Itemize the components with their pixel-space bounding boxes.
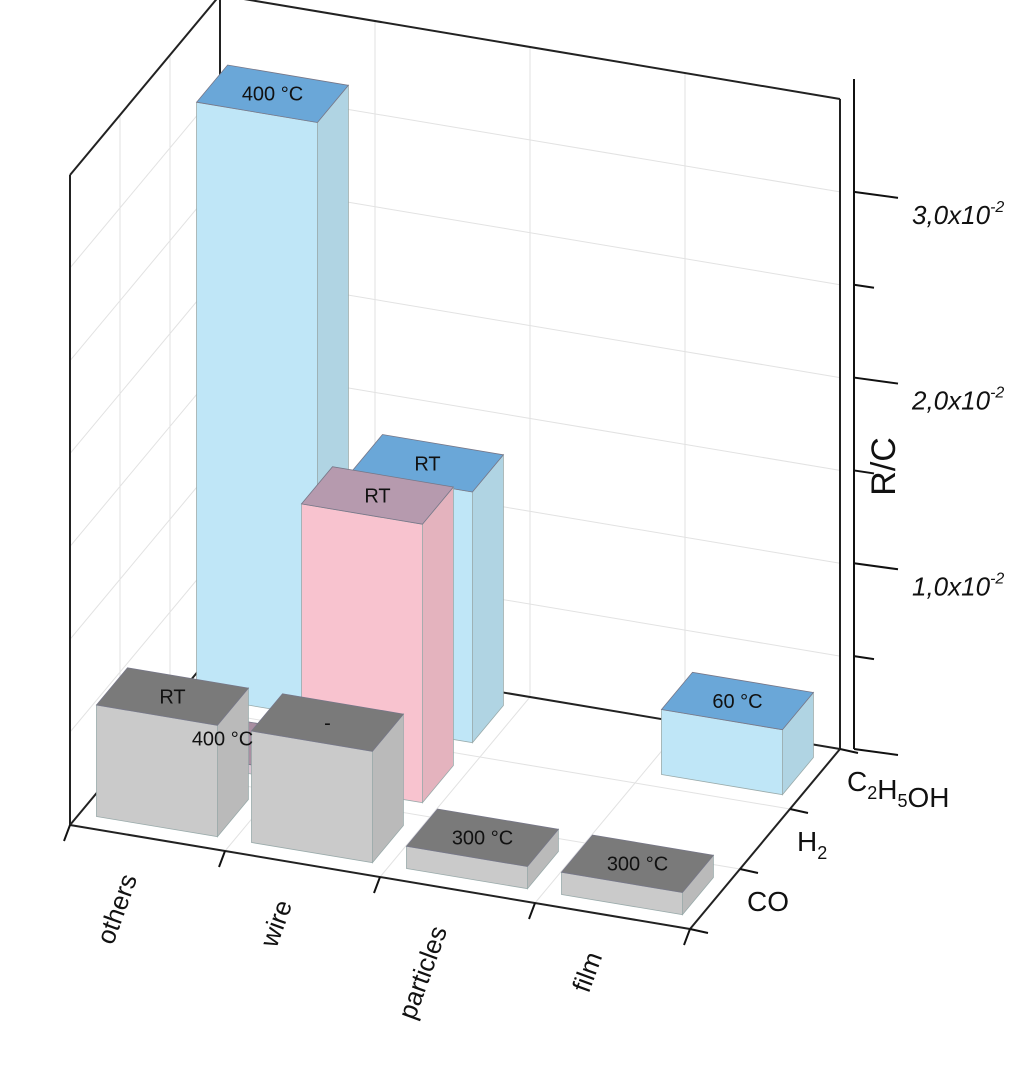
z-tick xyxy=(853,469,875,475)
bar-side-face xyxy=(421,485,454,804)
bar-label: 300 °C xyxy=(607,854,668,876)
label-part: OH xyxy=(908,782,950,813)
bar-particles-CO xyxy=(405,808,560,890)
bar-top-face xyxy=(250,693,405,752)
label-part: H xyxy=(797,826,817,857)
x-tick xyxy=(63,824,71,842)
grid-line xyxy=(69,180,841,362)
bar-side-face xyxy=(471,453,504,744)
bar-label: RT xyxy=(159,687,185,709)
bar-front-face xyxy=(96,704,218,838)
y-axis-line xyxy=(689,748,841,930)
bar-others-CO xyxy=(95,667,250,838)
subscript: 2 xyxy=(817,843,827,863)
z-tick xyxy=(853,376,899,385)
frame-edge xyxy=(69,0,218,176)
bar-label: 400 °C xyxy=(242,84,303,106)
y-tick xyxy=(739,868,759,874)
x-tick-label: wire xyxy=(253,896,298,952)
bar-film-CO xyxy=(560,834,715,916)
bar-wire-CO xyxy=(250,693,405,864)
bar-top-face xyxy=(300,466,455,525)
chart-axes xyxy=(63,79,899,946)
bar-top-face xyxy=(405,808,560,867)
x-tick-label: particles xyxy=(392,922,453,1023)
x-tick xyxy=(218,850,226,868)
bar-label: RT xyxy=(414,453,440,475)
chart-bars xyxy=(95,64,815,916)
bar-top-face xyxy=(560,834,715,893)
z-tick xyxy=(853,190,899,199)
grid-line xyxy=(534,722,686,904)
z-tick xyxy=(853,562,899,571)
z-tick xyxy=(853,283,875,289)
bar-top-face xyxy=(95,667,250,726)
z-tick xyxy=(853,655,875,661)
grid-line xyxy=(69,273,841,454)
bar-label: 300 °C xyxy=(452,828,513,850)
y-tick-label: CO xyxy=(747,886,789,917)
z-tick xyxy=(853,748,899,756)
bar-label: - xyxy=(324,713,331,735)
bar-label: 400 °C xyxy=(192,729,253,751)
label-part: C xyxy=(847,766,867,797)
bar-top-face xyxy=(660,671,815,731)
subscript: 2 xyxy=(867,783,877,803)
z-tick-exponent: -2 xyxy=(990,199,1004,216)
x-tick-label: others xyxy=(90,870,143,948)
y-tick-label: C2H5OH xyxy=(847,766,950,813)
grid-line xyxy=(379,696,531,878)
bar-label: RT xyxy=(364,485,390,507)
label-part: CO xyxy=(747,886,789,917)
frame-edge xyxy=(243,0,841,100)
x-tick-label: film xyxy=(566,948,608,996)
y-tick xyxy=(839,748,859,754)
bar-label: 60 °C xyxy=(712,691,762,713)
z-tick-label: 2,0x10-2 xyxy=(911,385,1004,416)
subscript: 5 xyxy=(897,791,907,811)
z-tick-exponent: -2 xyxy=(990,385,1004,402)
bar-top-face xyxy=(195,64,350,123)
y-tick xyxy=(789,808,809,814)
y-tick xyxy=(689,928,709,934)
label-part: H xyxy=(877,774,897,805)
y-tick-label: H2 xyxy=(797,826,827,863)
z-tick-label: 3,0x10-2 xyxy=(912,199,1004,230)
z-tick-label: 1,0x10-2 xyxy=(912,570,1004,601)
z-axis-title: R/C xyxy=(865,437,903,496)
x-tick xyxy=(373,876,381,894)
grid-line xyxy=(69,0,841,176)
z-tick-mantissa: 1,0x10 xyxy=(912,571,991,601)
z-tick-exponent: -2 xyxy=(990,570,1004,587)
z-tick-mantissa: 3,0x10 xyxy=(912,200,991,230)
grid-line xyxy=(69,87,841,269)
bar-front-face xyxy=(251,730,373,864)
bar-film-C2H5OH xyxy=(660,671,815,796)
x-tick xyxy=(528,902,536,920)
bar-front-face xyxy=(196,101,318,718)
z-tick-mantissa: 2,0x10 xyxy=(911,386,991,416)
x-tick xyxy=(683,928,691,946)
